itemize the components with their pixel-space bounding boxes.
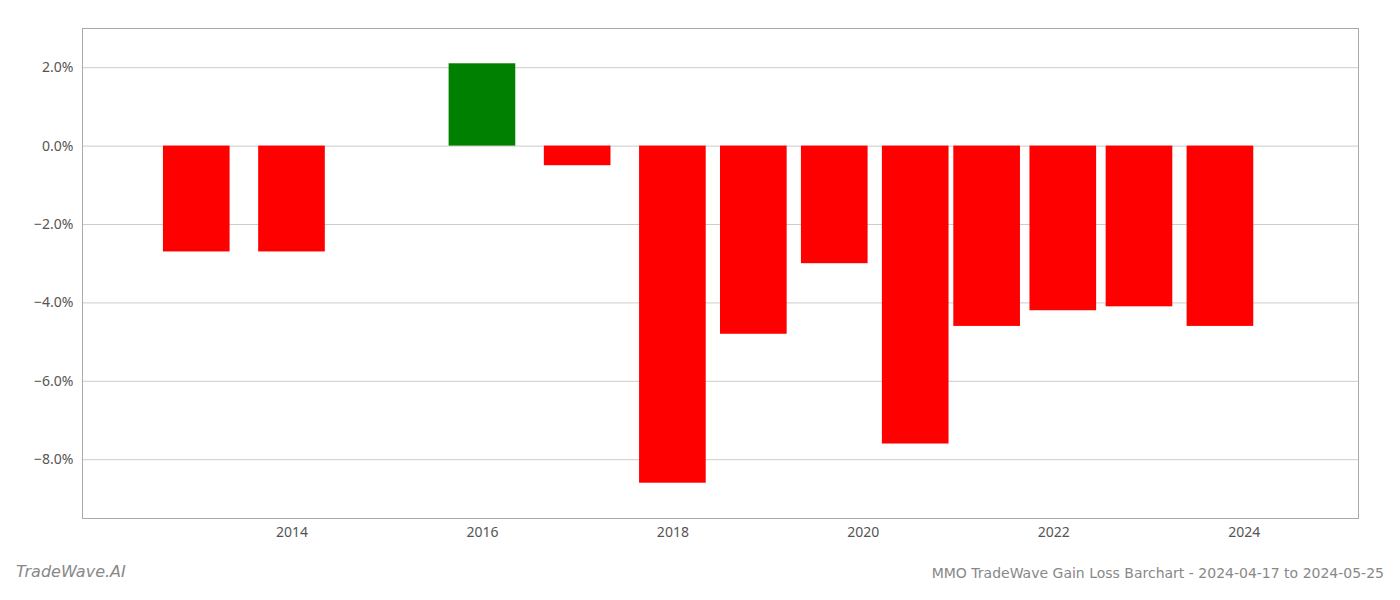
svg-text:2016: 2016 <box>466 522 498 541</box>
html-text:TradeWave.AI: TradeWave.AI <box>16 562 126 581</box>
svg-text:2.0%: 2.0% <box>42 57 73 76</box>
svg-text:2014: 2014 <box>276 522 308 541</box>
svg-text:−8.0%: −8.0% <box>34 449 73 468</box>
html-text:MMO TradeWave Gain Loss Barcha: MMO TradeWave Gain Loss Barchart - 2024-… <box>931 565 1384 581</box>
svg-text:0.0%: 0.0% <box>42 136 73 155</box>
svg-text:−4.0%: −4.0% <box>34 292 73 311</box>
svg-text:−6.0%: −6.0% <box>34 371 73 390</box>
svg-text:−2.0%: −2.0% <box>34 214 73 233</box>
svg-text:2024: 2024 <box>1228 522 1260 541</box>
svg-text:2020: 2020 <box>847 522 879 541</box>
svg-text:2018: 2018 <box>657 522 689 541</box>
svg-text:2022: 2022 <box>1038 522 1070 541</box>
